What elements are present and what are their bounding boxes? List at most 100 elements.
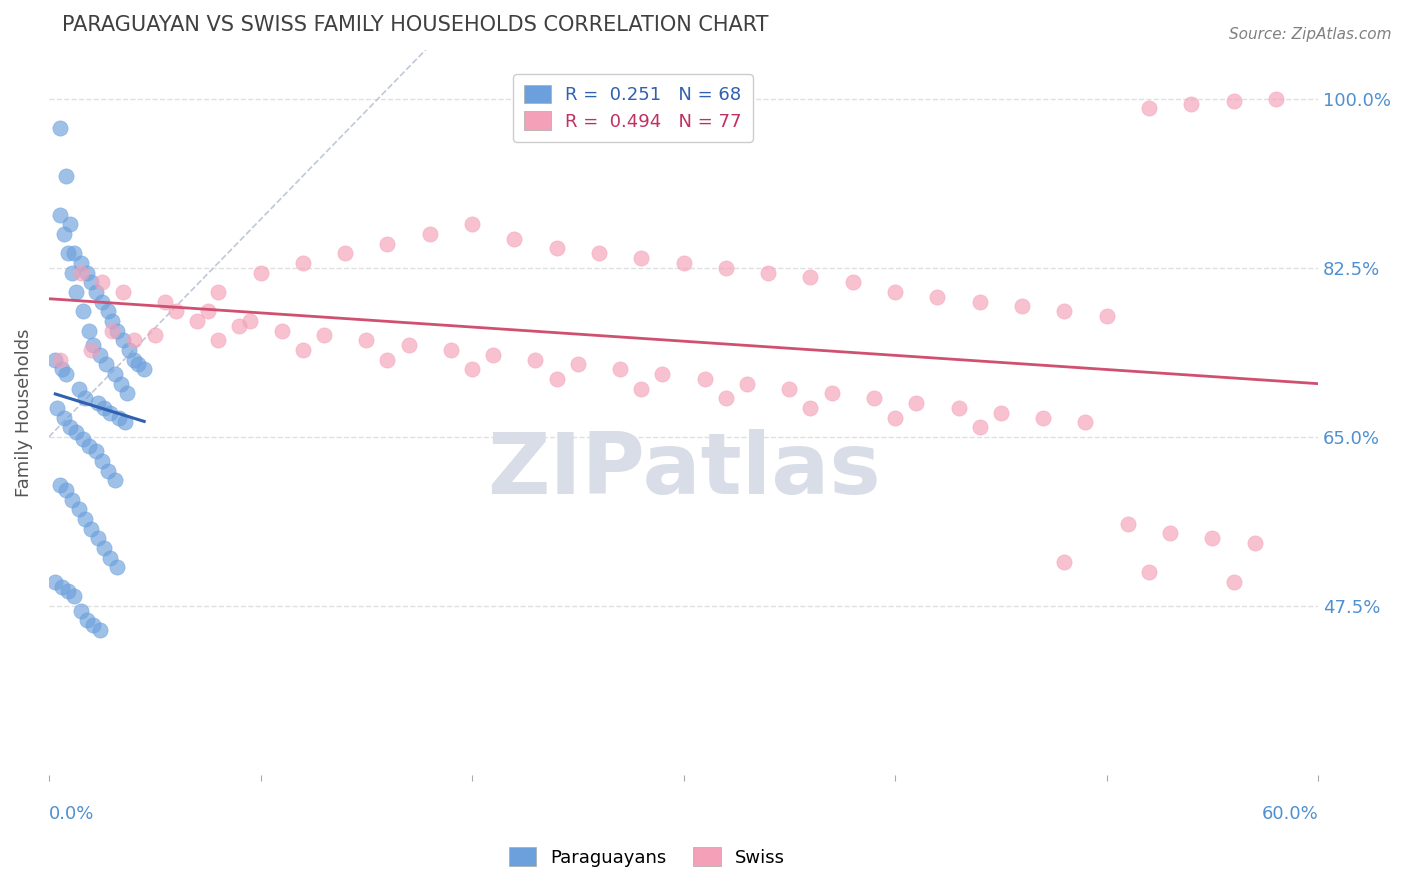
Point (118, 343, 141, 357)
Point (249, 266, 271, 280)
Point (56, 246, 79, 260)
Point (651, 367, 673, 381)
Point (48, 208, 70, 222)
Point (73, 391, 96, 405)
Point (103, 473, 125, 487)
Text: Source: ZipAtlas.com: Source: ZipAtlas.com (1229, 27, 1392, 42)
Point (107, 410, 129, 425)
Point (799, 401, 821, 415)
Point (69, 266, 91, 280)
Point (46, 401, 69, 415)
Point (524, 352, 547, 367)
Point (1137, 565, 1160, 579)
Point (778, 382, 800, 396)
Point (567, 358, 589, 372)
Point (105, 324, 128, 338)
Point (105, 560, 128, 574)
Point (51, 362, 73, 376)
Point (69, 604, 91, 618)
Point (48, 120, 70, 135)
Point (714, 391, 737, 405)
Point (735, 376, 758, 391)
Point (1053, 304, 1076, 318)
Point (1011, 300, 1033, 314)
Point (312, 328, 335, 343)
Point (80, 343, 103, 357)
Point (80, 275, 103, 289)
Point (969, 294, 991, 309)
Point (55, 483, 77, 497)
Point (884, 410, 907, 425)
Point (44, 574, 66, 589)
Point (76, 613, 98, 627)
Point (76, 266, 98, 280)
Point (65, 285, 87, 299)
Point (115, 386, 138, 401)
Point (377, 352, 399, 367)
Point (127, 358, 149, 372)
Point (122, 352, 145, 367)
Point (60, 266, 83, 280)
Point (82, 618, 104, 632)
Point (1074, 415, 1097, 429)
Point (67, 382, 90, 396)
Point (333, 246, 356, 260)
Point (1032, 410, 1054, 425)
Point (1159, 526, 1181, 541)
Point (122, 333, 145, 347)
Point (1053, 556, 1076, 570)
Point (84, 444, 107, 458)
Point (89, 623, 111, 637)
Point (948, 401, 970, 415)
Point (86, 396, 108, 410)
Point (59, 217, 82, 231)
Point (90, 454, 112, 468)
Point (143, 328, 166, 343)
Point (72, 304, 94, 318)
Point (1243, 536, 1265, 550)
Point (905, 396, 928, 410)
Point (1137, 102, 1160, 116)
Point (672, 256, 695, 270)
Y-axis label: Family Households: Family Households (15, 328, 32, 497)
Point (165, 304, 187, 318)
Point (111, 285, 134, 299)
Point (207, 285, 229, 299)
Point (1116, 516, 1139, 531)
Text: 0.0%: 0.0% (49, 805, 94, 823)
Point (440, 343, 463, 357)
Point (1201, 531, 1223, 545)
Point (270, 324, 292, 338)
Point (1095, 309, 1118, 323)
Point (44, 352, 66, 367)
Legend: R =  0.251   N = 68, R =  0.494   N = 77: R = 0.251 N = 68, R = 0.494 N = 77 (513, 74, 752, 142)
Point (52, 227, 75, 241)
Point (93, 401, 115, 415)
Point (110, 376, 132, 391)
Point (630, 251, 652, 265)
Point (111, 333, 134, 347)
Point (82, 338, 104, 352)
Point (90, 275, 112, 289)
Point (52, 410, 75, 425)
Point (398, 338, 420, 352)
Point (94, 358, 117, 372)
Point (799, 270, 821, 285)
Point (98, 550, 121, 565)
Point (482, 348, 505, 362)
Point (291, 343, 314, 357)
Point (103, 367, 125, 381)
Point (72, 432, 94, 446)
Point (63, 246, 86, 260)
Point (291, 256, 314, 270)
Point (377, 236, 399, 251)
Text: 60.0%: 60.0% (1261, 805, 1319, 823)
Point (1222, 94, 1244, 108)
Point (55, 169, 77, 183)
Point (59, 420, 82, 434)
Point (228, 318, 250, 333)
Point (588, 246, 610, 260)
Point (97, 304, 120, 318)
Point (842, 275, 865, 289)
Point (93, 541, 115, 555)
